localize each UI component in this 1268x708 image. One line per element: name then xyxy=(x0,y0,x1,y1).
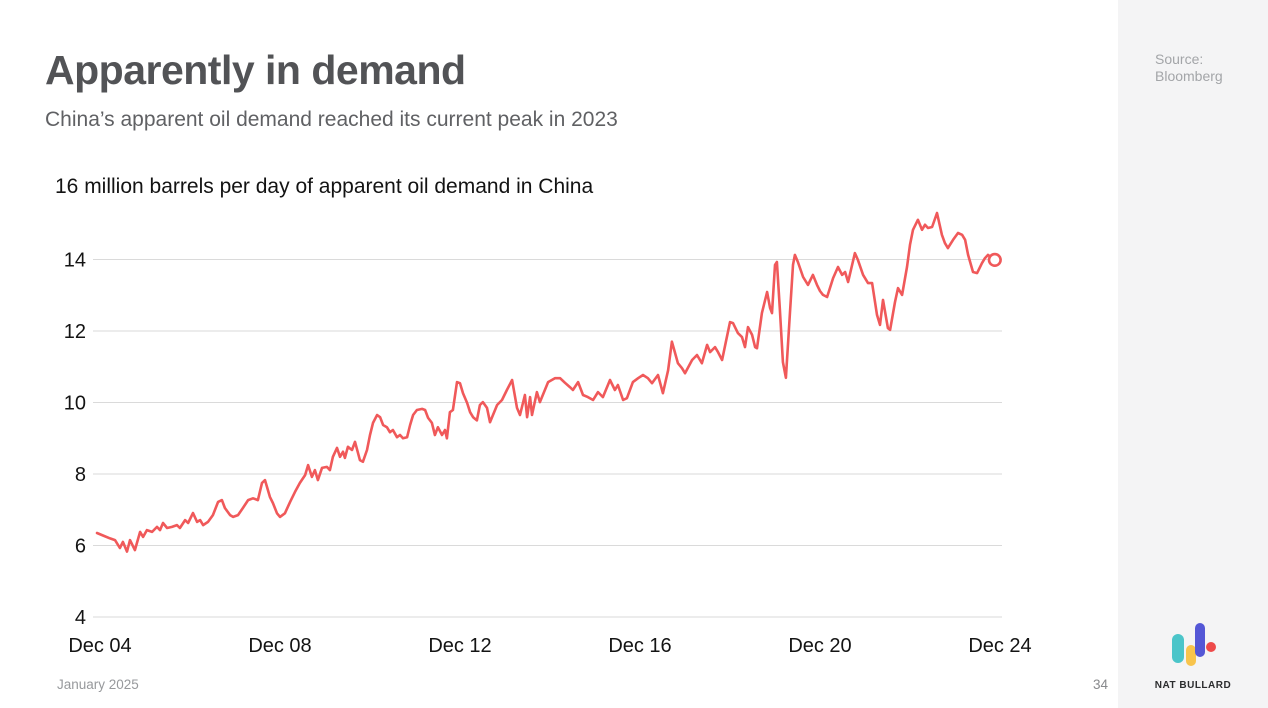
page-number: 34 xyxy=(1092,677,1108,692)
sidebar: Source: Bloomberg NAT BULLARD xyxy=(1118,0,1268,708)
logo-red-dot xyxy=(1206,642,1216,652)
svg-text:Dec 16: Dec 16 xyxy=(608,635,671,657)
slide-subtitle: China’s apparent oil demand reached its … xyxy=(45,108,618,131)
chart-title: 16 million barrels per day of apparent o… xyxy=(55,175,594,198)
svg-text:Dec 24: Dec 24 xyxy=(968,635,1031,657)
svg-text:4: 4 xyxy=(75,607,86,629)
source-credit: Source: Bloomberg xyxy=(1155,51,1223,85)
logo-teal-bar xyxy=(1172,634,1184,663)
svg-text:Dec 08: Dec 08 xyxy=(248,635,311,657)
svg-text:Dec 04: Dec 04 xyxy=(68,635,131,657)
svg-text:12: 12 xyxy=(64,321,86,343)
source-value: Bloomberg xyxy=(1155,68,1223,84)
svg-text:Dec 12: Dec 12 xyxy=(428,635,491,657)
svg-text:10: 10 xyxy=(64,393,86,415)
svg-text:8: 8 xyxy=(75,464,86,486)
slide-title: Apparently in demand xyxy=(45,47,466,93)
svg-text:Dec 20: Dec 20 xyxy=(788,635,851,657)
main-area: Apparently in demand China’s apparent oi… xyxy=(45,47,1108,692)
nat-bullard-logo: NAT BULLARD xyxy=(1118,623,1268,691)
svg-text:14: 14 xyxy=(64,250,86,272)
bar-chart-logo-icon xyxy=(1164,623,1222,667)
source-label: Source: xyxy=(1155,51,1204,67)
logo-yellow-bar xyxy=(1186,645,1196,666)
logo-text: NAT BULLARD xyxy=(1154,680,1232,691)
logo-indigo-bar xyxy=(1195,623,1205,657)
footer-date: January 2025 xyxy=(57,677,139,692)
demand-line-chart: 4 6 8 10 12 14 Dec 04 Dec 08 Dec 12 Dec 16 Dec 20 D… xyxy=(64,211,1032,657)
svg-text:6: 6 xyxy=(75,536,86,558)
